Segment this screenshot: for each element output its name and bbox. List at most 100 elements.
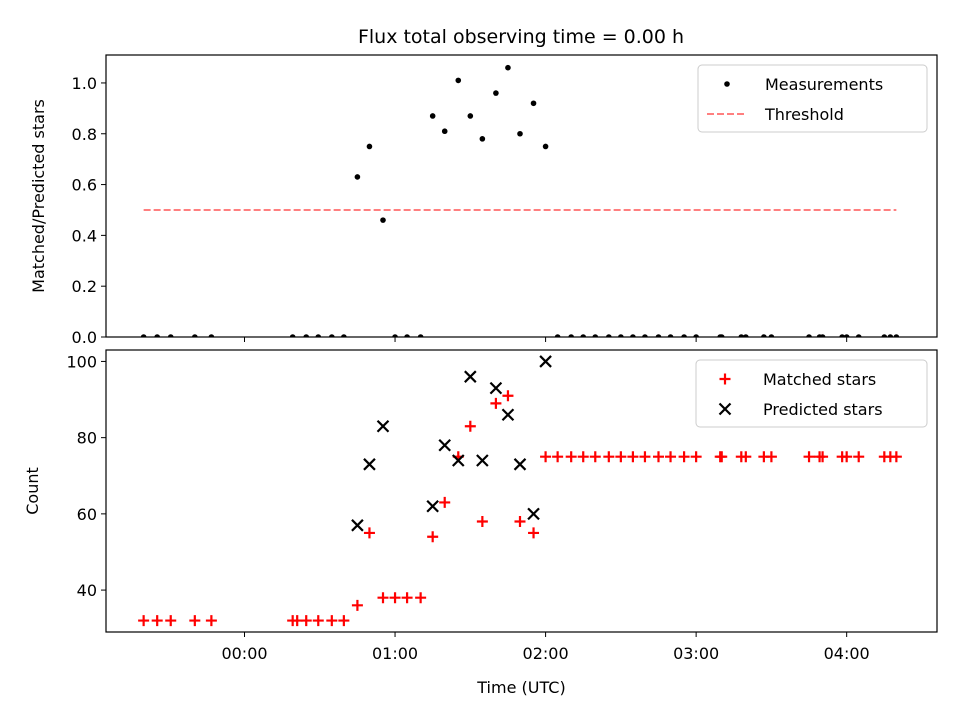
predicted-star-point — [501, 408, 515, 422]
matched-star-point — [803, 451, 815, 463]
measurement-point — [354, 174, 361, 180]
matched-star-point — [165, 615, 177, 627]
matched-star-point — [312, 615, 324, 627]
measurement-point — [530, 100, 537, 107]
measurement-point — [467, 113, 474, 119]
measurement-point — [479, 136, 486, 142]
matched-star-point — [464, 420, 476, 432]
matched-star-point — [565, 451, 577, 463]
measurement-point — [303, 334, 310, 337]
plot-area — [138, 355, 902, 627]
matched-star-point — [853, 451, 865, 463]
measurement-point — [592, 334, 599, 337]
measurement-point — [568, 334, 574, 337]
measurement-point — [738, 334, 745, 337]
measurement-point — [718, 334, 725, 337]
y-axis-label: Count — [23, 467, 42, 515]
axes-frame — [105, 54, 938, 338]
predicted-star-point — [438, 438, 452, 452]
predicted-star-point — [451, 454, 465, 467]
x-tick-label: 02:00 — [523, 644, 569, 663]
y-tick-label: 40 — [77, 581, 97, 600]
measurement-point — [881, 334, 888, 337]
measurement-point — [642, 334, 648, 337]
measurement-point — [289, 334, 296, 337]
matched-star-point — [363, 527, 375, 539]
predicted-star-point — [513, 458, 527, 471]
y-tick-label: 0.4 — [72, 226, 97, 245]
matched-star-point — [639, 451, 651, 463]
x-tick-label: 04:00 — [824, 644, 870, 663]
measurement-point — [517, 130, 523, 137]
measurement-point — [554, 334, 561, 337]
legend-label: Measurements — [765, 75, 883, 94]
measurement-point — [887, 334, 894, 337]
matched-star-point — [577, 451, 589, 463]
measurement-point — [493, 90, 499, 96]
predicted-star-point — [351, 519, 364, 532]
matched-star-point — [401, 592, 413, 604]
matched-star-point — [552, 451, 564, 463]
matched-star-point — [603, 451, 615, 463]
matched-star-point — [502, 390, 514, 402]
matched-star-point — [351, 599, 363, 611]
measurement-point — [768, 334, 775, 337]
matched-star-point — [540, 451, 552, 463]
legend-label: Matched stars — [763, 370, 876, 389]
matched-star-point — [765, 451, 777, 463]
measurement-point — [341, 334, 347, 337]
measurement-point — [404, 334, 410, 337]
matched-star-point — [326, 615, 338, 627]
axes-frame — [105, 349, 938, 633]
legend: Measurements Threshold — [697, 64, 928, 133]
matched-star-point — [716, 451, 728, 463]
y-tick-label: 0.2 — [72, 277, 97, 296]
measurement-point — [743, 334, 749, 337]
legend: Matched stars Predicted stars — [695, 359, 928, 428]
predicted-star-point — [464, 370, 477, 383]
measurement-point — [366, 143, 373, 150]
predicted-star-point — [363, 458, 376, 471]
y-tick-label: 0.0 — [72, 328, 97, 347]
measurement-point — [630, 334, 636, 337]
matched-star-point — [389, 592, 401, 604]
top-panel: 0.0 0.2 0.4 0.6 0.8 1.0 Matched/Predicted star… — [29, 54, 938, 347]
measurement-point — [417, 334, 424, 337]
measurement-point — [429, 113, 436, 119]
measurement-point — [681, 334, 687, 337]
matched-star-point — [690, 451, 702, 463]
y-tick-label: 0.6 — [72, 176, 97, 195]
measurement-point — [839, 334, 845, 337]
legend-label: Predicted stars — [763, 400, 883, 419]
matched-star-point — [514, 515, 526, 527]
predicted-star-point — [426, 499, 439, 513]
matched-star-point — [189, 615, 201, 627]
matched-star-point — [439, 496, 451, 508]
matched-star-point — [377, 592, 389, 604]
y-tick-label: 1.0 — [72, 74, 97, 93]
legend-box — [697, 64, 928, 133]
matched-star-point — [740, 451, 752, 463]
matched-star-point — [817, 451, 829, 463]
legend-marker-plus — [719, 373, 731, 385]
y-tick-label: 60 — [77, 505, 97, 524]
y-tick-label: 80 — [77, 429, 97, 448]
legend-marker-dot — [724, 81, 730, 87]
measurement-point — [140, 334, 147, 337]
measurement-point — [154, 334, 160, 337]
matched-star-point — [151, 615, 163, 627]
measurement-point — [655, 334, 662, 337]
measurement-point — [843, 334, 850, 337]
matched-star-point — [205, 615, 217, 627]
matched-star-point — [300, 615, 312, 627]
plot-area — [140, 64, 900, 337]
legend-marker-x — [718, 402, 732, 416]
legend-label: Threshold — [764, 105, 844, 124]
measurement-point — [315, 334, 322, 337]
measurement-point — [455, 77, 462, 84]
x-axis-label: Time (UTC) — [476, 678, 565, 697]
x-tick-label: 03:00 — [673, 644, 719, 663]
matched-star-point — [490, 397, 502, 409]
measurement-point — [761, 334, 767, 337]
